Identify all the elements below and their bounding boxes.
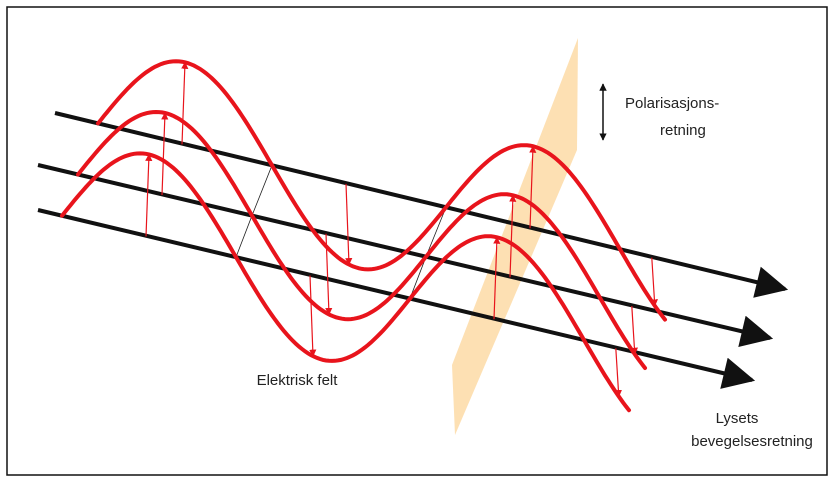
diagram: Polarisasjons- retning Elektrisk felt Ly… [0,0,835,483]
label: Elektrisk felt [257,372,339,389]
label: Lysets [716,410,759,427]
label: bevegelsesretning [691,433,813,450]
label: retning [660,122,706,139]
label: Polarisasjons- [625,95,719,112]
